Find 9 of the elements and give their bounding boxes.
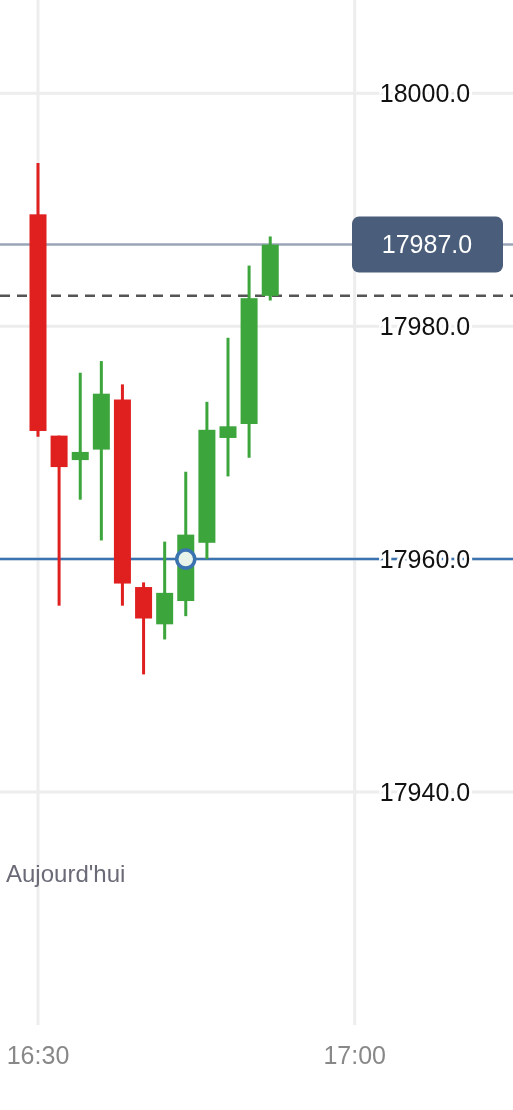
y-tick-label: 18000.0 — [379, 78, 471, 107]
x-tick-label: 16:30 — [6, 1041, 70, 1069]
x-tick-label: 17:00 — [323, 1041, 386, 1069]
candlestick — [71, 372, 89, 500]
y-tick-label: 17940.0 — [379, 777, 471, 806]
y-tick-label: 17980.0 — [379, 311, 471, 340]
annotation: Aujourd'hui — [6, 860, 126, 887]
ref-line-label: 17987.0 — [381, 230, 473, 259]
candlestick — [219, 336, 237, 477]
